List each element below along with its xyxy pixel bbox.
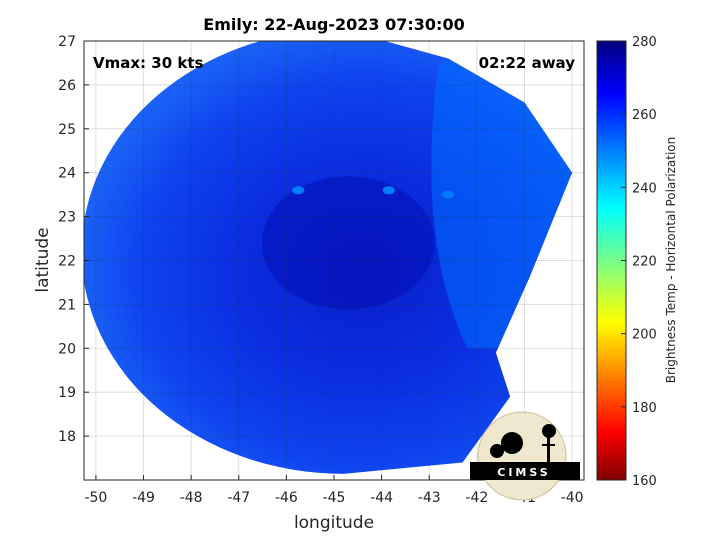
swath-layer <box>84 41 573 474</box>
colorbar-tick-label: 240 <box>632 181 657 196</box>
y-axis-label: latitude <box>33 227 53 292</box>
chart-title: Emily: 22-Aug-2023 07:30:00 <box>203 15 464 34</box>
logo-tower-leg <box>547 436 550 462</box>
x-tick-label: -46 <box>275 490 298 506</box>
vmax-annotation: Vmax: 30 kts <box>93 54 203 72</box>
swath-warm-spot-2 <box>442 190 455 199</box>
y-tick-label: 22 <box>58 254 76 270</box>
logo-dish-small <box>490 444 504 458</box>
cimss-logo: CIMSS <box>470 411 580 501</box>
colorbar-tick-label: 220 <box>632 255 657 270</box>
colorbar-tick-label: 180 <box>632 401 657 416</box>
logo-tower-tank <box>542 424 556 438</box>
x-tick-label: -42 <box>465 490 488 506</box>
x-tick-label: -48 <box>180 490 203 506</box>
x-tick-label: -40 <box>561 490 584 506</box>
swath-warm-spot-0 <box>292 186 305 195</box>
swath-body <box>84 41 573 474</box>
logo-text: CIMSS <box>497 466 550 479</box>
y-tick-label: 18 <box>58 429 76 445</box>
x-tick-label: -47 <box>227 490 250 506</box>
x-tick-label: -45 <box>323 490 346 506</box>
colorbar-tick-label: 260 <box>632 108 657 123</box>
y-tick-label: 20 <box>58 341 76 357</box>
y-tick-label: 21 <box>58 297 76 313</box>
y-tick-label: 19 <box>58 385 76 401</box>
y-tick-label: 26 <box>58 78 76 94</box>
colorbar-label: Brightness Temp - Horizontal Polarizatio… <box>664 137 678 384</box>
y-tick-label: 27 <box>58 34 76 50</box>
x-axis-label: longitude <box>294 513 374 533</box>
logo-ground <box>470 462 580 480</box>
y-tick-label: 23 <box>58 210 76 226</box>
colorbar-tick-label: 160 <box>632 474 657 489</box>
time-away-annotation: 02:22 away <box>479 54 576 72</box>
colorbar-tick-label: 200 <box>632 328 657 343</box>
x-tick-label: -49 <box>132 490 155 506</box>
logo-dish-left <box>501 432 523 454</box>
colorbar-tick-label: 280 <box>632 35 657 50</box>
x-tick-label: -50 <box>84 490 107 506</box>
x-tick-label: -44 <box>370 490 393 506</box>
y-tick-label: 24 <box>58 166 76 182</box>
y-tick-label: 25 <box>58 122 76 138</box>
y-axis-ticks: 18 19 20 21 22 23 24 25 26 27 <box>58 34 89 445</box>
x-tick-label: -43 <box>418 490 441 506</box>
colorbar-ticks: 160 180 200 220 240 260 280 <box>621 35 657 489</box>
swath-warm-spot-1 <box>382 186 395 195</box>
swath-core <box>261 176 435 310</box>
